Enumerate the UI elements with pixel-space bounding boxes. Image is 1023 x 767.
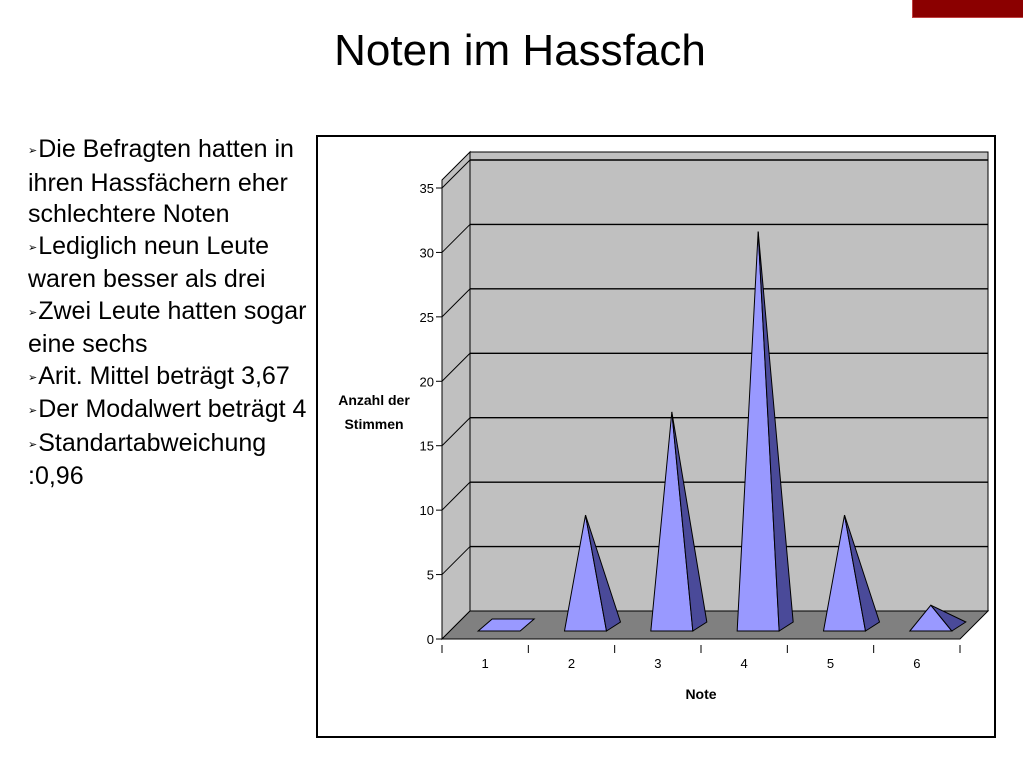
arrowhead-bullet-icon: ➢ — [28, 306, 38, 319]
arrowhead-bullet-icon: ➢ — [28, 241, 38, 254]
y-tick-label: 25 — [420, 310, 434, 325]
y-tick-label: 20 — [420, 374, 434, 389]
pyramid-side — [757, 231, 794, 632]
arrowhead-bullet-icon: ➢ — [28, 438, 38, 451]
y-tick-label: 0 — [427, 632, 434, 647]
back-wall — [469, 151, 989, 612]
y-tick-label: 35 — [420, 181, 434, 196]
chart-frame: 0 5 10 15 20 25 30 35 1 2 3 4 5 6 Note Anzahl der Stimme… — [316, 135, 996, 738]
y-axis-title: Anzahl der — [338, 392, 410, 408]
bullet-item: ➢Die Befragten hatten in ihren Hassfäche… — [28, 135, 294, 228]
gridline-side — [441, 417, 471, 447]
bullet-item: ➢Lediglich neun Leute waren besser als d… — [28, 231, 269, 294]
pyramid-side — [585, 514, 622, 632]
bullet-item: ➢Der Modalwert beträgt 4 — [28, 395, 307, 423]
x-tick-label: 1 — [482, 656, 489, 671]
gridline-side — [441, 224, 471, 253]
gridline-side — [441, 352, 471, 382]
gridline-side — [441, 481, 471, 511]
gridline-side — [441, 288, 471, 318]
y-tick-label: 10 — [420, 503, 434, 518]
x-tick-label: 3 — [654, 656, 661, 671]
x-tick-label: 5 — [827, 656, 834, 671]
pyramid-side — [930, 604, 967, 632]
arrowhead-bullet-icon: ➢ — [28, 405, 38, 417]
bullet-item: ➢Arit. Mittel beträgt 3,67 — [28, 361, 290, 390]
pyramid-chart: 0 5 10 15 20 25 30 35 1 2 3 4 5 6 Note Anzahl der Stimme… — [338, 150, 990, 702]
slide-title: Noten im Hassfach — [334, 26, 706, 75]
x-tick-label: 4 — [741, 656, 748, 671]
arrowhead-bullet-icon: ➢ — [28, 371, 38, 384]
bullet-list: ➢Die Befragten hatten in ihren Hassfäche… — [28, 134, 318, 493]
pyramid-side — [671, 411, 708, 632]
pyramid-mark — [476, 618, 536, 632]
side-wall — [441, 150, 471, 641]
bullet-item: ➢Zwei Leute hatten sogar eine sechs — [28, 296, 307, 359]
gridline-side — [441, 546, 471, 575]
x-tick-label: 6 — [913, 656, 920, 671]
x-tick-label: 2 — [568, 656, 575, 671]
arrowhead-bullet-icon: ➢ — [28, 145, 38, 157]
y-axis-title: Stimmen — [344, 416, 403, 432]
y-tick-label: 15 — [420, 439, 434, 454]
pyramid-side — [844, 514, 881, 632]
y-tick-label: 30 — [420, 245, 434, 260]
bullet-item: ➢Standartabweichung :0,96 — [28, 428, 267, 491]
x-axis-title: Note — [685, 686, 716, 702]
y-tick-label: 5 — [427, 568, 434, 583]
corner-accent-bar — [912, 0, 1023, 18]
gridline-side — [441, 159, 471, 189]
